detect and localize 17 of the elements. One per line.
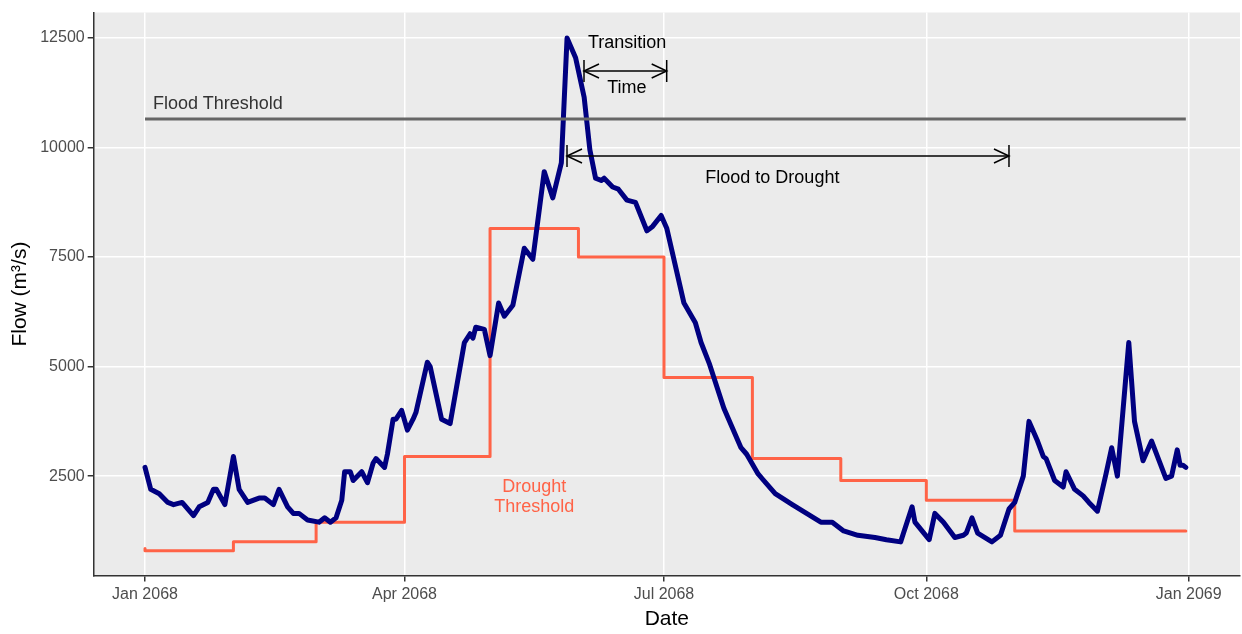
y-tick-label: 7500: [49, 247, 85, 265]
y-tick-label: 2500: [49, 466, 85, 484]
ref-line-label: Flood Threshold: [153, 93, 283, 114]
annotation: Time: [607, 77, 647, 98]
annotation: Flood to Drought: [705, 167, 840, 188]
y-tick-label: 5000: [49, 357, 85, 375]
y-tick-label: 12500: [40, 28, 85, 46]
annotation: Transition: [587, 31, 667, 52]
x-tick-label: Jan 2068: [112, 584, 179, 602]
x-tick-label: Apr 2068: [372, 584, 438, 602]
y-tick-label: 10000: [40, 137, 85, 155]
series-label: Drought Threshold: [494, 476, 575, 517]
x-axis-title: Date: [644, 606, 690, 630]
x-tick-label: Oct 2068: [893, 584, 959, 602]
x-tick-label: Jan 2069: [1155, 584, 1222, 602]
x-tick-label: Jul 2068: [633, 584, 695, 602]
y-axis-title: Flow (m³/s): [7, 241, 31, 347]
